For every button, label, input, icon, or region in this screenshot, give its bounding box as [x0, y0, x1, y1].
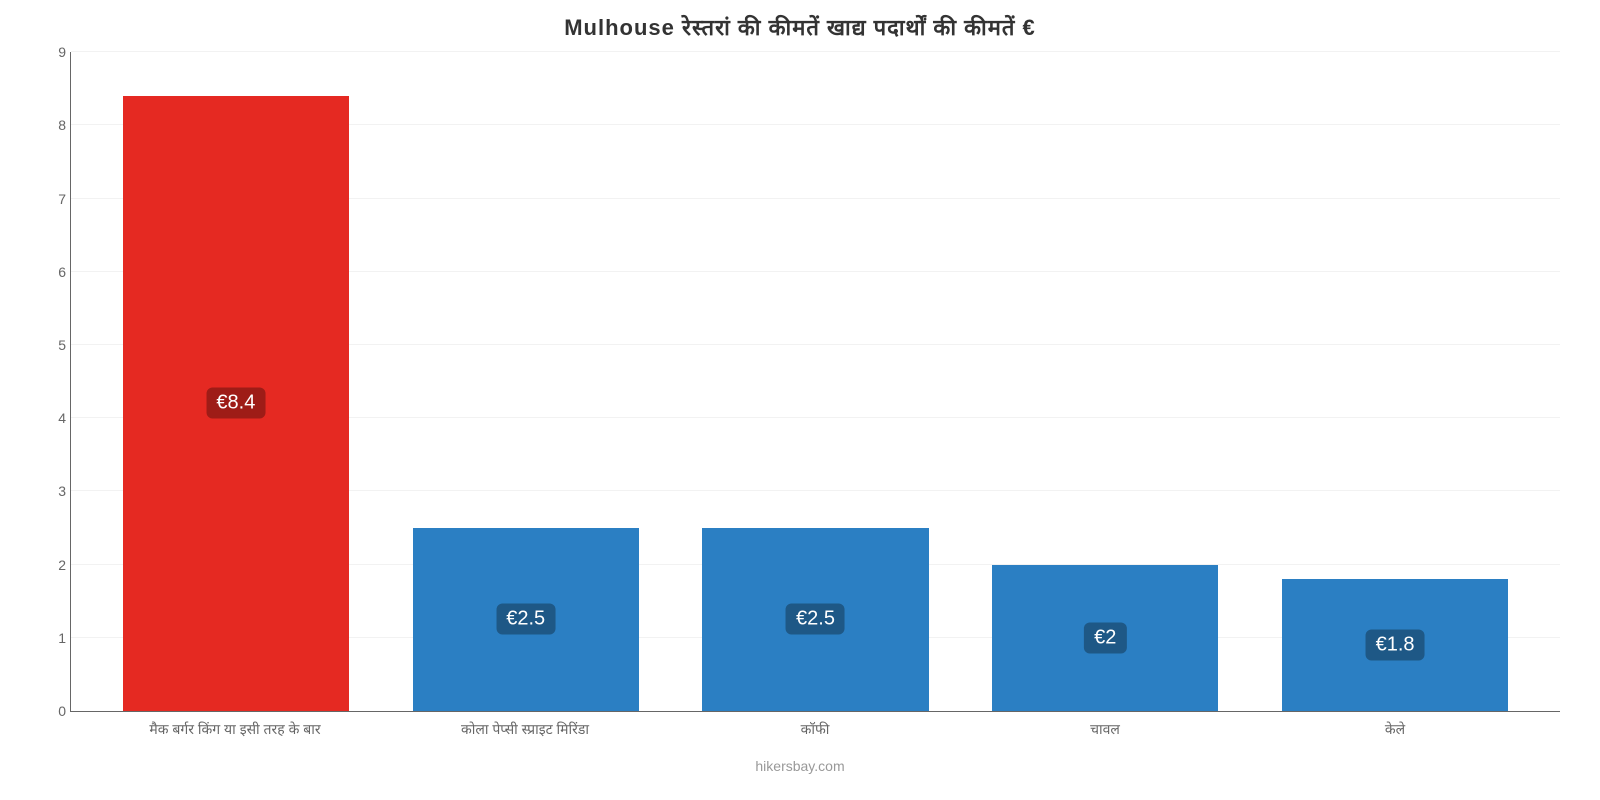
bar-1: €2.5	[413, 528, 639, 711]
bar-slot: €2.5	[671, 52, 961, 711]
y-tick-0: 0	[41, 703, 66, 719]
bar-2: €2.5	[702, 528, 928, 711]
y-tick-9: 9	[41, 44, 66, 60]
y-tick-8: 8	[41, 117, 66, 133]
chart-title: Mulhouse रेस्तरां की कीमतें खाद्य पदार्थ…	[564, 12, 1036, 42]
bar-value-label: €1.8	[1366, 630, 1425, 661]
bar-value-label: €2.5	[496, 604, 555, 635]
attribution-text: hikersbay.com	[755, 758, 844, 774]
bar-slot: €2.5	[381, 52, 671, 711]
x-label-4: केले	[1250, 712, 1540, 752]
x-label-2: कॉफी	[670, 712, 960, 752]
plot-area: 0 1 2 3 4 5 6 7 8 9 €8.4 €2.5	[70, 52, 1560, 712]
y-tick-7: 7	[41, 191, 66, 207]
x-label-0: मैक बर्गर किंग या इसी तरह के बार	[90, 712, 380, 752]
y-tick-1: 1	[41, 630, 66, 646]
bars-row: €8.4 €2.5 €2.5 €2 €1.8	[71, 52, 1560, 711]
bar-3: €2	[992, 565, 1218, 711]
bar-slot: €2	[960, 52, 1250, 711]
bar-value-label: €2.5	[786, 604, 845, 635]
y-tick-4: 4	[41, 410, 66, 426]
bar-slot: €1.8	[1250, 52, 1540, 711]
y-tick-3: 3	[41, 483, 66, 499]
y-tick-5: 5	[41, 337, 66, 353]
bar-0: €8.4	[123, 96, 349, 711]
bar-4: €1.8	[1282, 579, 1508, 711]
bar-value-label: €2	[1084, 622, 1126, 653]
y-tick-6: 6	[41, 264, 66, 280]
bar-value-label: €8.4	[206, 388, 265, 419]
y-tick-2: 2	[41, 557, 66, 573]
chart-container: 0 1 2 3 4 5 6 7 8 9 €8.4 €2.5	[30, 52, 1570, 752]
x-axis-labels: मैक बर्गर किंग या इसी तरह के बार कोला पे…	[70, 712, 1560, 752]
bar-slot: €8.4	[91, 52, 381, 711]
x-label-1: कोला पेप्सी स्प्राइट मिरिंडा	[380, 712, 670, 752]
x-label-3: चावल	[960, 712, 1250, 752]
